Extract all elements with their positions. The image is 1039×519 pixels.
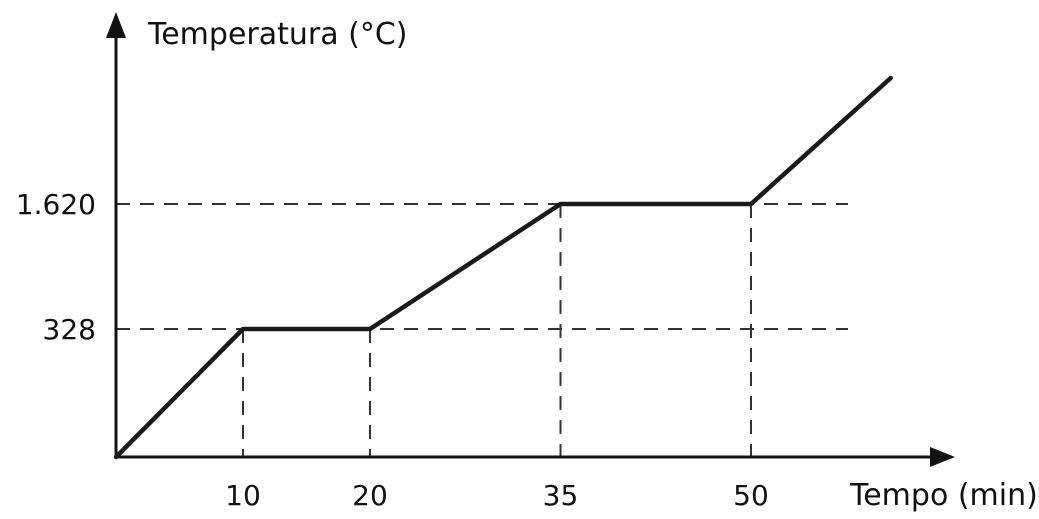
temperature-series-line (113, 75, 893, 460)
x-axis-title: Tempo (min) (849, 478, 1038, 513)
x-tick-label: 10 (225, 479, 261, 512)
y-tick-label: 328 (43, 313, 96, 346)
y-axis-title: Temperatura (°C) (147, 17, 408, 52)
x-axis-arrow-icon (930, 447, 955, 467)
x-tick-labels: 10 20 35 50 (225, 479, 769, 512)
y-tick-label: 1.620 (16, 188, 96, 221)
y-tick-labels: 328 1.620 (16, 188, 96, 346)
x-tick-label: 20 (352, 479, 388, 512)
x-tick-label: 50 (733, 479, 769, 512)
reference-guides (116, 203, 848, 457)
y-axis-arrow-icon (106, 12, 126, 38)
x-tick-label: 35 (543, 479, 579, 512)
